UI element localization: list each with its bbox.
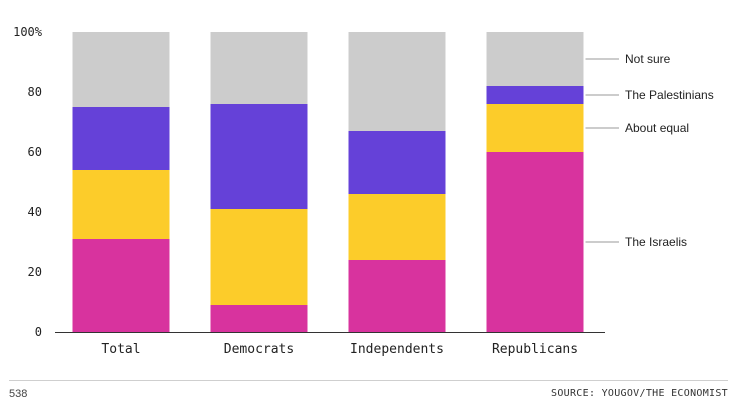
- bar-segment: [486, 152, 584, 332]
- legend-label: The Israelis: [625, 235, 687, 249]
- x-tick-label: Total: [101, 342, 140, 357]
- footer-brand: 538: [9, 388, 28, 400]
- bar-segment: [210, 209, 308, 305]
- bar-segment: [486, 86, 584, 104]
- bar-segment: [72, 107, 170, 170]
- stacked-bar-chart: 0 20 40 60 80 100% Total Democrats Independents R…: [13, 25, 714, 357]
- x-tick-label: Republicans: [492, 342, 578, 357]
- legend-label: About equal: [625, 121, 689, 135]
- bar-segment: [210, 32, 308, 104]
- y-tick-label: 100%: [13, 25, 43, 39]
- y-tick-label: 20: [28, 265, 42, 279]
- bar-segment: [348, 260, 446, 332]
- bar-segment: [486, 104, 584, 152]
- legend-label: Not sure: [625, 52, 671, 66]
- bar-segment: [348, 32, 446, 131]
- bar-segment: [72, 239, 170, 332]
- bar-segment: [72, 170, 170, 239]
- footer: 538 SOURCE: YOUGOV/THE ECONOMIST: [9, 380, 728, 400]
- bar-segment: [72, 32, 170, 107]
- legend-label: The Palestinians: [625, 88, 714, 102]
- y-tick-label: 0: [35, 325, 42, 339]
- footer-source: SOURCE: YOUGOV/THE ECONOMIST: [551, 388, 728, 399]
- y-tick-label: 40: [28, 205, 42, 219]
- bar-segment: [348, 131, 446, 194]
- bar-segment: [348, 194, 446, 260]
- y-tick-label: 60: [28, 145, 42, 159]
- bar-segment: [210, 104, 308, 209]
- x-tick-label: Independents: [350, 342, 444, 357]
- y-tick-label: 80: [28, 85, 42, 99]
- bar-segment: [210, 305, 308, 332]
- x-tick-label: Democrats: [224, 342, 294, 357]
- bar-segment: [486, 32, 584, 86]
